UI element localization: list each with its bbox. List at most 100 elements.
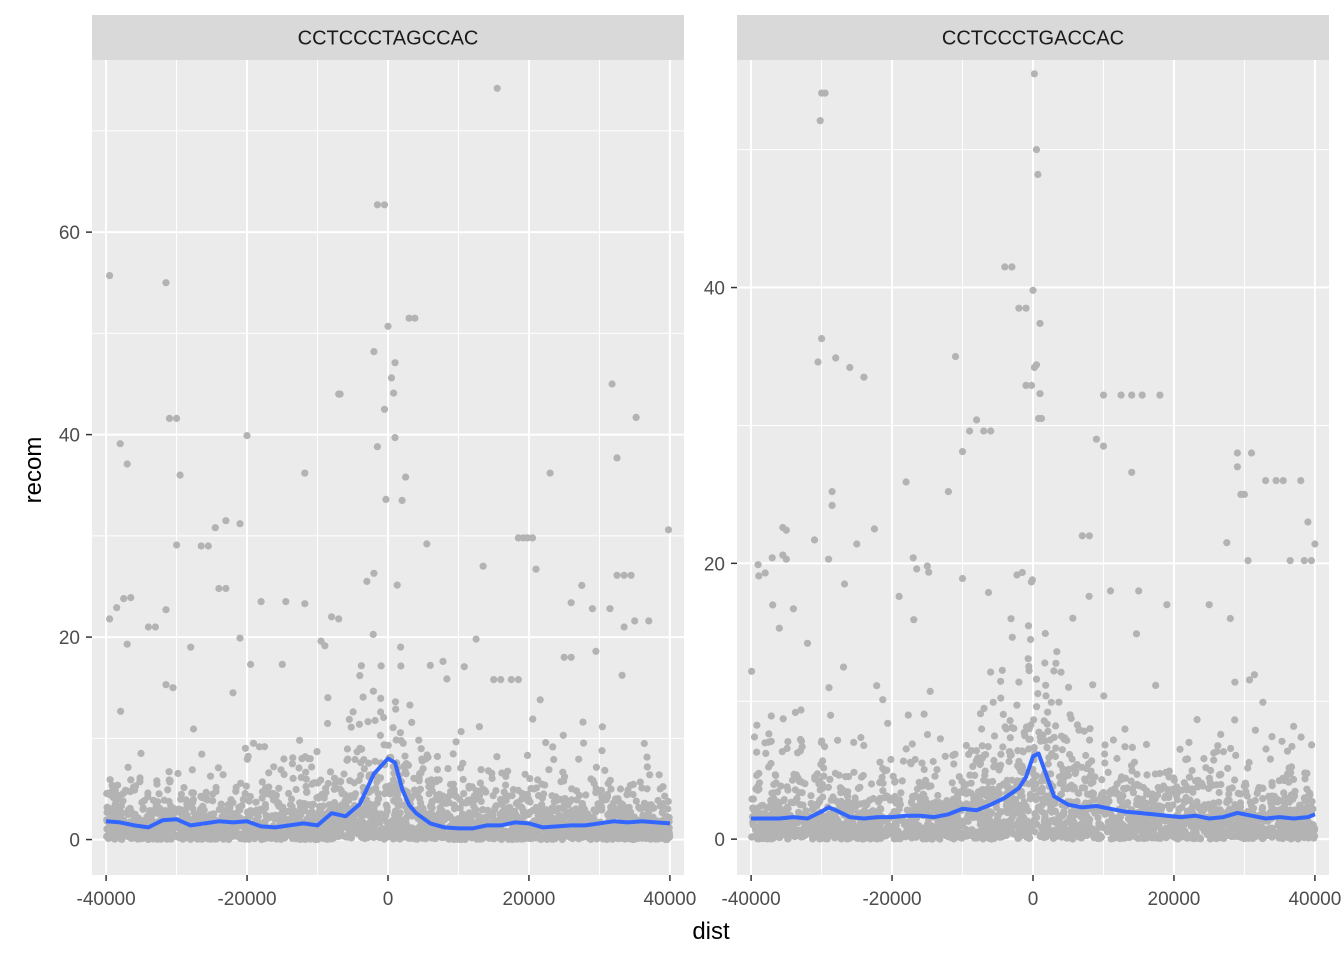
data-point <box>447 830 455 838</box>
data-point <box>954 791 962 799</box>
data-point <box>301 469 309 477</box>
data-point <box>279 813 287 821</box>
data-point <box>784 786 792 794</box>
data-point <box>180 784 188 792</box>
data-point <box>1156 769 1164 778</box>
data-point <box>390 389 398 397</box>
data-point <box>1278 737 1286 745</box>
data-point <box>1251 726 1259 734</box>
data-point <box>820 772 828 780</box>
data-point <box>1121 743 1129 751</box>
data-point <box>449 787 457 795</box>
data-point <box>770 794 778 803</box>
data-point <box>799 826 807 834</box>
data-point <box>111 787 119 795</box>
data-point <box>545 766 553 774</box>
data-point <box>1015 818 1023 826</box>
data-point <box>397 643 405 651</box>
data-point <box>301 600 309 608</box>
data-point <box>288 760 296 768</box>
data-point <box>120 595 128 603</box>
y-tick-label: 20 <box>59 628 80 649</box>
data-point <box>302 768 310 776</box>
data-point <box>413 827 421 835</box>
data-point <box>490 676 498 684</box>
data-point <box>1101 750 1109 758</box>
data-point <box>398 826 407 834</box>
data-point <box>980 704 988 713</box>
data-point <box>484 806 492 814</box>
data-point <box>415 736 423 744</box>
data-point <box>389 816 398 824</box>
data-point <box>493 84 501 92</box>
data-point <box>1268 803 1276 811</box>
data-point <box>162 606 170 614</box>
data-point <box>446 835 454 843</box>
data-point <box>1209 799 1218 807</box>
data-point <box>1091 773 1099 781</box>
data-point <box>127 776 135 784</box>
data-point <box>1083 819 1091 827</box>
data-point <box>370 569 378 577</box>
data-point <box>528 534 537 542</box>
data-point <box>443 797 452 805</box>
data-point <box>790 770 798 779</box>
data-point <box>976 710 985 718</box>
data-point <box>371 757 379 765</box>
data-point <box>308 801 316 810</box>
data-point <box>509 786 517 794</box>
data-point <box>364 832 372 840</box>
data-point <box>1288 742 1296 751</box>
data-point <box>1088 789 1096 797</box>
data-point <box>265 783 273 791</box>
data-point <box>301 753 309 761</box>
data-point <box>1231 776 1239 784</box>
data-point <box>767 712 775 720</box>
data-point <box>825 684 833 692</box>
data-point <box>402 760 410 768</box>
data-point <box>950 760 958 768</box>
data-point <box>779 715 787 723</box>
data-point <box>592 647 600 655</box>
data-point <box>330 774 339 782</box>
data-point <box>179 835 187 843</box>
data-point <box>1094 814 1102 822</box>
data-point <box>522 809 530 817</box>
data-point <box>857 733 865 742</box>
data-point <box>1044 727 1052 736</box>
data-point <box>1117 812 1125 821</box>
data-point <box>922 778 930 786</box>
data-point <box>1236 790 1245 798</box>
data-point <box>906 758 914 766</box>
data-point <box>1133 800 1141 809</box>
data-point <box>623 791 631 799</box>
data-point <box>323 831 331 839</box>
data-point <box>926 687 934 696</box>
data-point <box>972 747 981 755</box>
data-point <box>1041 629 1049 638</box>
data-point <box>382 495 390 503</box>
data-point <box>851 794 859 802</box>
data-point <box>860 741 868 750</box>
facet-panel-1: CCTCCCTAGCCAC-40000 -20000 0 20000 400000204… <box>59 15 696 910</box>
data-point <box>392 736 400 744</box>
data-point <box>784 738 792 746</box>
data-point <box>424 824 432 832</box>
data-point <box>816 835 824 843</box>
data-point <box>200 806 208 814</box>
data-point <box>203 834 211 842</box>
data-point <box>1200 755 1208 763</box>
data-point <box>962 790 970 798</box>
data-point <box>767 737 775 745</box>
data-point <box>468 783 476 791</box>
data-point <box>1013 701 1021 709</box>
data-point <box>243 432 251 440</box>
data-point <box>629 822 637 830</box>
data-point <box>406 701 414 709</box>
data-point <box>1308 741 1316 749</box>
data-point <box>791 708 800 717</box>
data-point <box>777 782 785 790</box>
data-point <box>980 751 988 759</box>
data-point <box>797 706 805 714</box>
data-point <box>548 792 556 800</box>
